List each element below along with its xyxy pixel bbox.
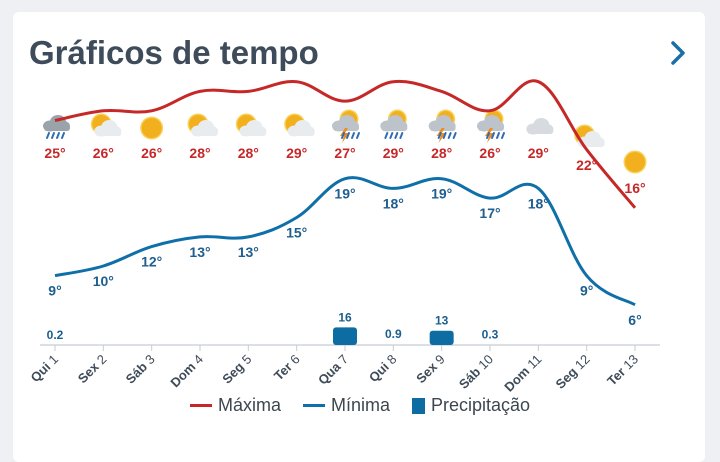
min-temp-line: [54, 176, 636, 307]
rain-sun-icon: [380, 109, 408, 139]
chart-legend: Máxima Mínima Precipitação: [0, 395, 720, 416]
min-temp-label: 9°: [580, 283, 593, 299]
legend-min: Mínima: [302, 395, 390, 416]
legend-min-swatch: [302, 404, 325, 407]
partly-sunny-icon: [187, 113, 218, 137]
max-temp-label: 29°: [528, 145, 549, 161]
min-temp-label: 13°: [189, 244, 210, 260]
min-temp-label: 18°: [528, 195, 549, 211]
x-tick-label: Seg 5: [219, 352, 254, 387]
max-temp-label: 26°: [479, 145, 500, 161]
min-temp-label: 10°: [93, 273, 114, 289]
precip-label: 0.9: [385, 327, 402, 341]
thunderstorm-sun-icon: [332, 109, 360, 143]
legend-min-label: Mínima: [330, 395, 390, 415]
legend-max-label: Máxima: [217, 395, 281, 415]
precip-label: 0.3: [482, 328, 499, 342]
weather-chart-card: Gráficos de tempo: [13, 12, 705, 462]
x-tick-label: Sex 9: [413, 352, 448, 387]
x-tick-label: Dom 11: [501, 352, 544, 395]
partly-sunny-icon: [284, 113, 315, 137]
min-temp-label: 19°: [334, 186, 355, 202]
precip-bar: [333, 327, 357, 345]
max-temp-label: 28°: [189, 145, 210, 161]
x-tick-label: Qui 1: [28, 352, 62, 386]
partly-sunny-icon: [235, 113, 267, 137]
max-temp-label: 28°: [431, 145, 452, 161]
x-tick-label: Sex 2: [75, 352, 110, 387]
thunderstorm-sun-icon: [428, 109, 457, 143]
x-tick-label: Ter 13: [604, 352, 641, 389]
partly-sunny-icon: [90, 113, 122, 137]
max-temp-label: 29°: [286, 145, 307, 161]
page-title: Gráficos de tempo: [29, 34, 319, 71]
rain-cloud-icon: [43, 115, 70, 139]
max-temp-label: 27°: [334, 145, 355, 161]
x-tick-label: Qua 7: [315, 352, 351, 388]
temperature-chart: 25° 26° 26° 28° 28° 29° 27° 29° 28° 26° 29° 22° 16° 9…: [28, 79, 660, 395]
chevron-right-icon[interactable]: [663, 38, 693, 68]
min-temp-label: 6°: [628, 312, 641, 328]
legend-max-swatch: [189, 404, 212, 407]
max-temp-label: 22°: [576, 157, 597, 173]
max-temp-label: 16°: [624, 180, 645, 196]
max-temp-label: 26°: [93, 145, 114, 161]
legend-precip: Precipitação: [411, 395, 531, 416]
precip-bar: [429, 330, 454, 345]
max-temp-label: 26°: [141, 145, 162, 161]
sun-icon: [623, 150, 647, 174]
max-temp-line: [54, 79, 637, 209]
x-tick-label: Sáb 10: [456, 352, 496, 392]
thunderstorm-sun-icon: [477, 109, 505, 143]
max-temp-label: 25°: [44, 145, 65, 161]
x-tick-label: Ter 6: [271, 352, 303, 384]
min-temp-label: 19°: [431, 186, 452, 202]
precip-label: 13: [435, 314, 449, 328]
min-temp-label: 15°: [286, 225, 307, 241]
max-temp-label: 29°: [383, 145, 404, 161]
min-temp-label: 18°: [383, 195, 404, 211]
min-temp-label: 9°: [48, 283, 61, 299]
cloud-icon: [526, 118, 554, 135]
legend-max: Máxima: [189, 395, 281, 416]
precip-label: 16: [338, 310, 352, 324]
precip-label: 0.2: [47, 328, 64, 342]
legend-precip-swatch: [411, 397, 425, 414]
legend-precip-label: Precipitação: [430, 395, 531, 415]
x-tick-label: Seg 12: [553, 352, 593, 392]
min-temp-label: 12°: [141, 254, 162, 270]
x-tick-label: Qui 8: [366, 352, 400, 386]
min-temp-label: 17°: [479, 205, 500, 221]
x-tick-label: Sáb 3: [123, 352, 158, 387]
x-tick-label: Dom 4: [167, 352, 206, 391]
sun-icon: [140, 116, 164, 140]
max-temp-label: 28°: [238, 145, 259, 161]
min-temp-label: 13°: [238, 244, 259, 260]
